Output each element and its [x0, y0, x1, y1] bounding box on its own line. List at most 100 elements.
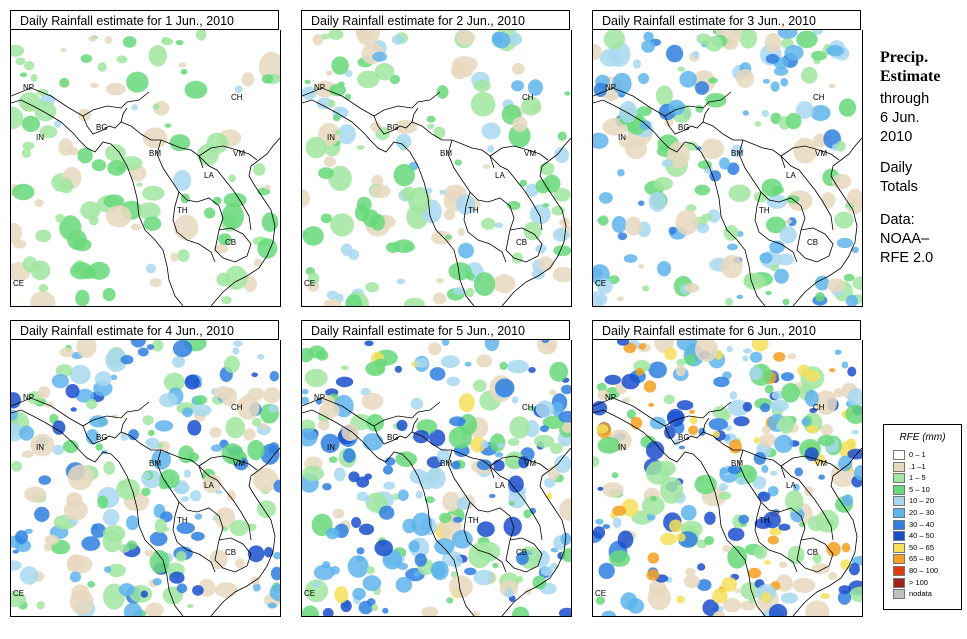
- panel-title: Daily Rainfall estimate for 4 Jun., 2010: [10, 320, 279, 340]
- legend-label: 5 – 10: [909, 484, 930, 494]
- country-label-vm: VM: [815, 149, 827, 158]
- legend-swatch: [893, 542, 905, 553]
- country-label-ch: CH: [813, 93, 825, 102]
- country-label-ce: CE: [13, 589, 24, 598]
- country-label-ch: CH: [231, 93, 243, 102]
- legend-label: 10 – 20: [909, 496, 935, 506]
- panel-title: Daily Rainfall estimate for 3 Jun., 2010: [592, 10, 861, 30]
- country-label-cb: CB: [516, 548, 527, 557]
- legend-swatch: [893, 473, 905, 484]
- country-label-vm: VM: [233, 149, 245, 158]
- country-label-ce: CE: [13, 279, 24, 288]
- rainfall-field: [11, 30, 280, 306]
- country-label-bg: BG: [96, 433, 108, 442]
- country-borders: [593, 397, 862, 616]
- country-label-bg: BG: [387, 123, 399, 132]
- legend-swatch: [893, 450, 905, 460]
- country-label-bm: BM: [731, 149, 743, 158]
- country-label-in: IN: [327, 133, 335, 142]
- country-label-th: TH: [177, 516, 188, 525]
- country-label-in: IN: [618, 443, 626, 452]
- legend-entry: 65 – 80: [893, 554, 959, 565]
- caption-title-line2: Estimate: [880, 68, 941, 85]
- country-label-ch: CH: [813, 403, 825, 412]
- rainfall-field: [593, 30, 862, 306]
- country-label-in: IN: [327, 443, 335, 452]
- legend-label: 30 – 40: [909, 519, 935, 529]
- legend-label: nodata: [909, 589, 932, 599]
- rainfall-map: NP CH IN BG BM VM LA TH CB CE: [10, 340, 281, 617]
- country-label-np: NP: [23, 83, 34, 92]
- legend-swatch: [893, 531, 905, 542]
- country-label-th: TH: [468, 206, 479, 215]
- country-label-la: LA: [204, 171, 214, 180]
- country-label-vm: VM: [524, 149, 536, 158]
- country-label-ch: CH: [231, 403, 243, 412]
- country-label-ce: CE: [595, 279, 606, 288]
- country-label-bg: BG: [678, 123, 690, 132]
- legend-title: RFE (mm): [899, 432, 946, 443]
- country-label-cb: CB: [807, 548, 818, 557]
- country-label-np: NP: [605, 83, 616, 92]
- country-label-bg: BG: [678, 433, 690, 442]
- country-label-vm: VM: [524, 459, 536, 468]
- rainfall-field: [302, 30, 571, 306]
- panel-title: Daily Rainfall estimate for 5 Jun., 2010: [301, 320, 570, 340]
- legend-entry: nodata: [893, 589, 959, 600]
- side-caption: Precip. Estimate through 6 Jun. 2010 Dai…: [880, 48, 965, 268]
- rainfall-map-panel-6: Daily Rainfall estimate for 6 Jun., 2010…: [592, 320, 863, 618]
- panel-title: Daily Rainfall estimate for 6 Jun., 2010: [592, 320, 861, 340]
- legend-swatch: [893, 566, 905, 576]
- legend-label: 80 – 100: [909, 566, 939, 575]
- legend-entry: 40 – 50: [893, 531, 959, 542]
- country-label-bg: BG: [96, 123, 108, 132]
- country-label-th: TH: [177, 206, 188, 215]
- legend-label: 50 – 65: [909, 542, 935, 552]
- legend-swatch: [893, 519, 905, 530]
- panel-title: Daily Rainfall estimate for 2 Jun., 2010: [301, 10, 570, 30]
- country-label-vm: VM: [233, 459, 245, 468]
- country-label-ch: CH: [522, 93, 534, 102]
- country-label-cb: CB: [807, 238, 818, 247]
- rainfall-map: NP CH IN BG BM VM LA TH CB CE: [10, 30, 281, 307]
- legend-entry: 1 – 5: [893, 473, 959, 484]
- country-label-la: LA: [786, 171, 796, 180]
- rainfall-map: NP CH IN BG BM VM LA TH CB CE: [592, 30, 863, 307]
- legend-entry: 30 – 40: [893, 519, 959, 530]
- country-label-th: TH: [468, 516, 479, 525]
- country-label-np: NP: [314, 393, 325, 402]
- rainfall-map-panel-1: Daily Rainfall estimate for 1 Jun., 2010…: [10, 10, 281, 308]
- legend-entry: 5 – 10: [893, 484, 959, 495]
- legend-label: 65 – 80: [909, 554, 935, 564]
- legend-entry: 50 – 65: [893, 542, 959, 553]
- legend-label: 1 – 5: [909, 473, 926, 483]
- caption-date-line2: 2010: [880, 129, 913, 145]
- country-label-bg: BG: [387, 433, 399, 442]
- country-label-cb: CB: [516, 238, 527, 247]
- legend-label: > 100: [909, 577, 928, 587]
- country-label-bm: BM: [731, 459, 743, 468]
- country-label-in: IN: [36, 133, 44, 142]
- rainfall-map-panel-5: Daily Rainfall estimate for 5 Jun., 2010…: [301, 320, 572, 618]
- legend-swatch: [893, 461, 905, 472]
- caption-through: through: [880, 91, 930, 107]
- rainfall-map: NP CH IN BG BM VM LA TH CB CE: [301, 340, 572, 617]
- caption-data-line1: Data:: [880, 212, 915, 228]
- country-label-th: TH: [759, 206, 770, 215]
- legend-entry: .1 –1: [893, 461, 959, 472]
- rainfall-map: NP CH IN BG BM VM LA TH CB CE: [592, 340, 863, 617]
- caption-data-line2: NOAA–: [880, 231, 930, 247]
- country-label-ce: CE: [595, 589, 606, 598]
- legend-label: .1 –1: [909, 461, 926, 471]
- caption-data-line3: RFE 2.0: [880, 250, 934, 266]
- legend-entry: > 100: [893, 577, 959, 588]
- legend-swatch: [893, 508, 905, 518]
- panel-title: Daily Rainfall estimate for 1 Jun., 2010: [10, 10, 279, 30]
- country-label-th: TH: [759, 516, 770, 525]
- map-canvas: NP CH IN BG BM VM LA TH CB CE: [302, 30, 571, 306]
- country-borders: [11, 397, 280, 616]
- country-label-in: IN: [36, 443, 44, 452]
- rainfall-map-panel-3: Daily Rainfall estimate for 3 Jun., 2010…: [592, 10, 863, 308]
- country-label-bm: BM: [149, 149, 161, 158]
